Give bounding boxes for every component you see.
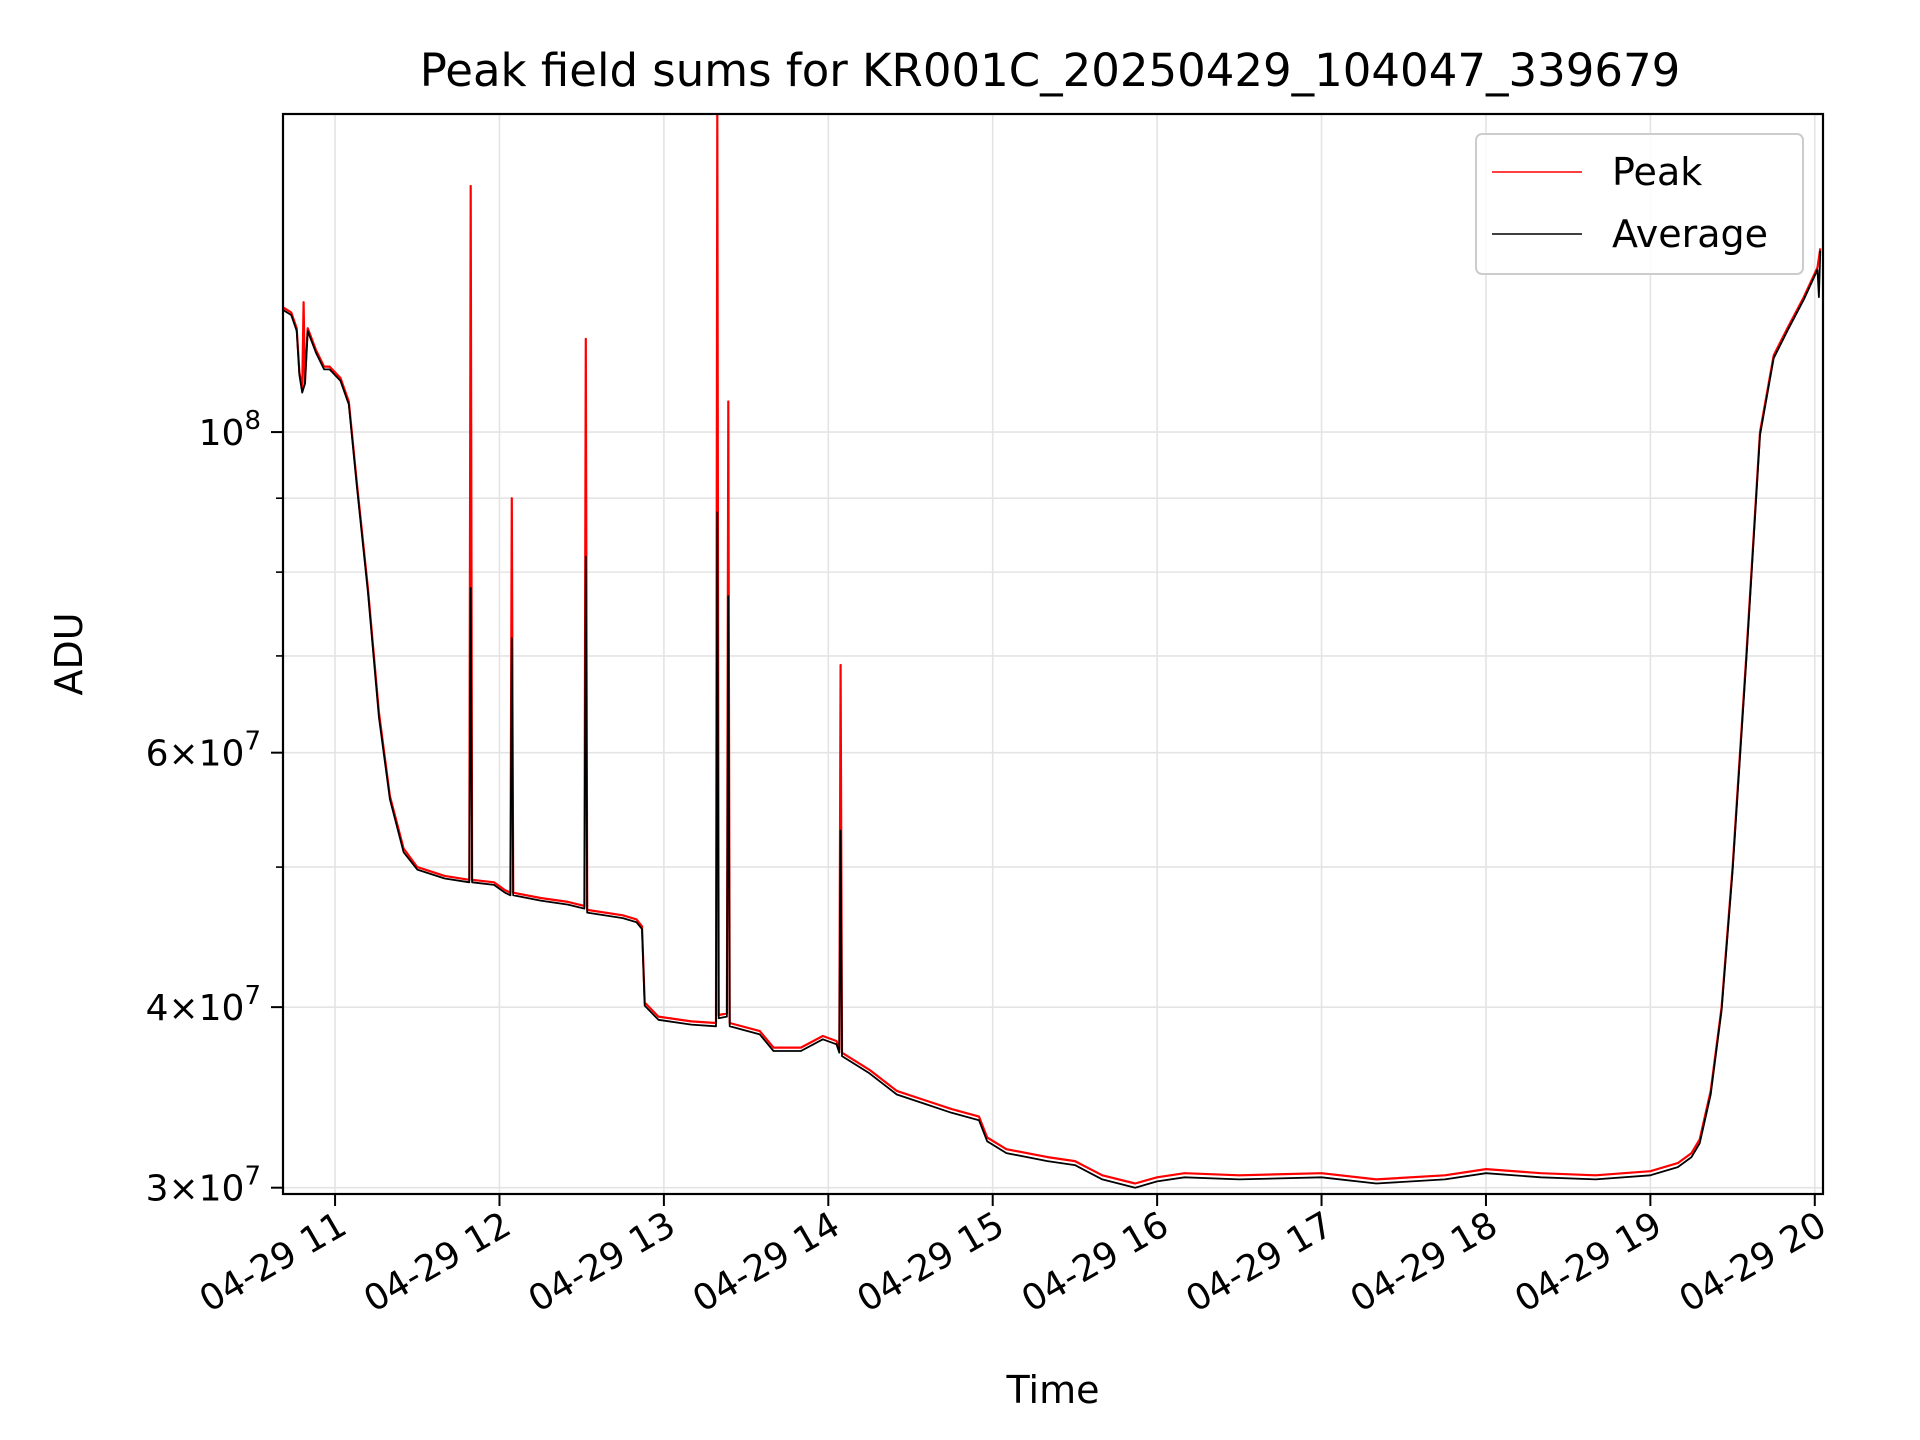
x-axis-title: Time [1006, 1368, 1100, 1412]
y-axis-title: ADU [47, 612, 91, 695]
x-tick-label: 04-29 15 [851, 1204, 1012, 1320]
grid [283, 114, 1823, 1194]
x-tick-label: 04-29 14 [686, 1204, 847, 1320]
legend: Peak Average [1475, 133, 1804, 275]
x-tick-label: 04-29 20 [1673, 1204, 1834, 1320]
y-tick-exponent: 7 [244, 727, 261, 757]
x-tick-label: 04-29 18 [1344, 1204, 1505, 1320]
y-tick-mantissa: 6 [146, 734, 169, 775]
chart-title: Peak field sums for KR001C_20250429_1040… [420, 44, 1680, 97]
x-tick-label: 04-29 11 [193, 1204, 354, 1320]
x-tick-label: 04-29 17 [1179, 1204, 1340, 1320]
x-tick-label: 04-29 12 [357, 1204, 518, 1320]
y-tick-label: 6×107 [146, 727, 261, 775]
legend-average-label: Average [1612, 212, 1768, 256]
y-tick-exponent: 8 [244, 406, 261, 436]
y-tick-times: ×10 [168, 1169, 244, 1210]
y-tick-label: 3×107 [146, 1162, 261, 1210]
x-axis: 04-29 11 04-29 12 04-29 13 04-29 14 04-29 15… [193, 1194, 1833, 1321]
series-average-line [283, 250, 1822, 1189]
y-tick-times: ×10 [168, 734, 244, 775]
y-tick-exponent: 7 [244, 981, 261, 1011]
legend-peak-label: Peak [1612, 150, 1702, 194]
x-tick-label: 04-29 19 [1508, 1204, 1669, 1320]
y-tick-label: 108 [199, 406, 261, 454]
x-tick-label: 04-29 16 [1015, 1204, 1176, 1320]
y-tick-mantissa: 3 [146, 1169, 169, 1210]
plot-frame [281, 112, 1825, 1196]
y-tick-exponent: 7 [244, 1162, 261, 1192]
y-tick-times: ×10 [168, 988, 244, 1029]
y-tick-base: 10 [199, 413, 245, 454]
legend-box [1475, 133, 1804, 275]
plot-area [283, 114, 1822, 1189]
x-tick-label: 04-29 13 [522, 1204, 683, 1320]
y-tick-mantissa: 4 [146, 988, 169, 1029]
y-tick-label: 4×107 [146, 981, 261, 1029]
